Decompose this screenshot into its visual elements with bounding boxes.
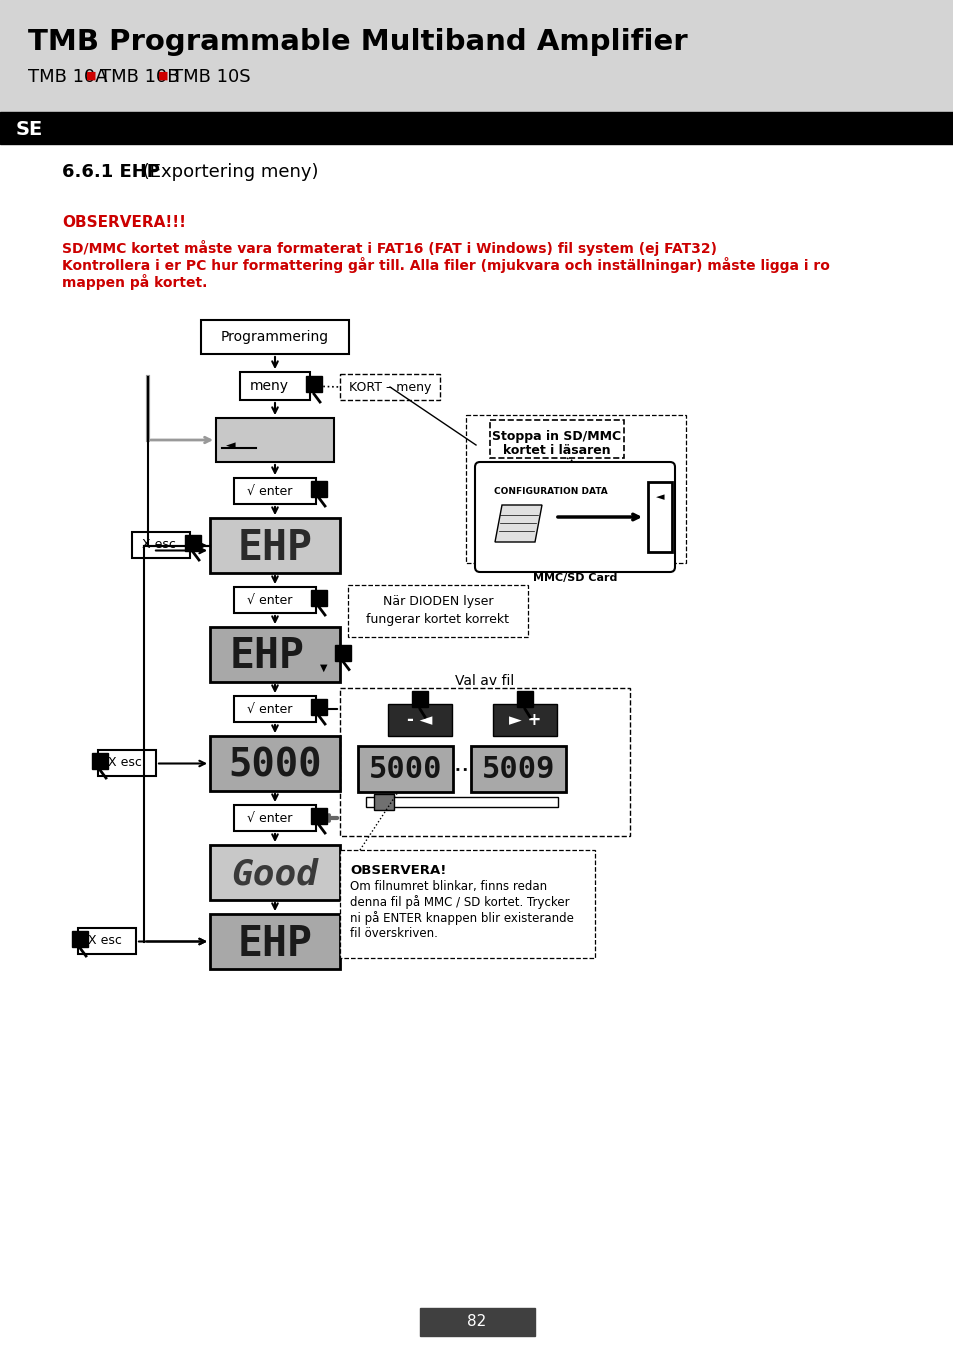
- Text: MMC/SD Card: MMC/SD Card: [533, 572, 617, 583]
- Text: EHP: EHP: [230, 636, 304, 678]
- Text: 5000: 5000: [369, 755, 442, 783]
- Text: √ enter: √ enter: [247, 485, 293, 498]
- Text: 5000: 5000: [228, 747, 321, 784]
- Text: TMB Programmable Multiband Amplifier: TMB Programmable Multiband Amplifier: [28, 28, 687, 55]
- Text: CONFIGURATION DATA: CONFIGURATION DATA: [494, 487, 607, 495]
- Text: TMB 10A: TMB 10A: [28, 68, 108, 86]
- Bar: [339, 688, 629, 836]
- FancyBboxPatch shape: [475, 462, 675, 572]
- Bar: [490, 420, 623, 458]
- Polygon shape: [495, 505, 541, 541]
- Bar: [0, 0, 953, 112]
- Text: EHP: EHP: [237, 526, 313, 568]
- Text: OBSERVERA!: OBSERVERA!: [350, 864, 446, 878]
- Bar: [465, 414, 685, 563]
- Bar: [0, 112, 953, 144]
- Text: X esc: X esc: [108, 756, 142, 770]
- Text: 5009: 5009: [481, 755, 555, 783]
- Text: √ enter: √ enter: [247, 811, 293, 825]
- Text: fungerar kortet korrekt: fungerar kortet korrekt: [366, 613, 509, 626]
- Text: - ◄: - ◄: [407, 711, 433, 729]
- Bar: [210, 845, 339, 900]
- Bar: [233, 697, 315, 722]
- Text: kortet i läsaren: kortet i läsaren: [502, 444, 610, 458]
- Text: Good: Good: [232, 857, 318, 891]
- Bar: [374, 794, 394, 810]
- Bar: [419, 1308, 535, 1336]
- Bar: [240, 373, 310, 400]
- Text: √ enter: √ enter: [247, 702, 293, 716]
- Text: meny: meny: [250, 379, 288, 393]
- Text: 6.6.1 EHP: 6.6.1 EHP: [62, 163, 160, 181]
- Text: ■: ■: [158, 72, 169, 81]
- Bar: [215, 418, 334, 462]
- Bar: [210, 914, 339, 969]
- Text: X esc: X esc: [142, 539, 175, 552]
- Text: Om filnumret blinkar, finns redan
denna fil på MMC / SD kortet. Trycker
ni på EN: Om filnumret blinkar, finns redan denna …: [350, 880, 574, 941]
- Text: ◄: ◄: [655, 491, 663, 502]
- Text: ▼: ▼: [320, 663, 328, 674]
- Bar: [210, 736, 339, 791]
- Text: OBSERVERA!!!: OBSERVERA!!!: [62, 215, 186, 230]
- Bar: [233, 478, 315, 504]
- Text: ► +: ► +: [508, 711, 540, 729]
- Text: Programmering: Programmering: [221, 329, 329, 344]
- Bar: [339, 374, 439, 400]
- Text: När DIODEN lyser: När DIODEN lyser: [382, 595, 493, 609]
- Text: mappen på kortet.: mappen på kortet.: [62, 274, 207, 290]
- Text: Kontrollera i er PC hur formattering går till. Alla filer (mjukvara och inställn: Kontrollera i er PC hur formattering går…: [62, 256, 829, 273]
- Bar: [201, 320, 349, 354]
- Text: Val av fil: Val av fil: [455, 674, 514, 688]
- Bar: [339, 850, 595, 958]
- Text: ■: ■: [86, 72, 96, 81]
- Bar: [233, 587, 315, 613]
- Text: 82: 82: [467, 1315, 486, 1330]
- Text: ◄: ◄: [226, 439, 235, 452]
- Text: EHP: EHP: [237, 922, 313, 964]
- Bar: [647, 482, 671, 552]
- Bar: [210, 518, 339, 572]
- Text: X esc: X esc: [88, 934, 122, 948]
- Bar: [348, 585, 527, 637]
- Bar: [388, 703, 452, 736]
- Text: SD/MMC kortet måste vara formaterat i FAT16 (FAT i Windows) fil system (ej FAT32: SD/MMC kortet måste vara formaterat i FA…: [62, 240, 717, 256]
- Text: KORT – meny: KORT – meny: [349, 381, 431, 393]
- Text: Stoppa in SD/MMC: Stoppa in SD/MMC: [492, 431, 621, 443]
- Text: √ enter: √ enter: [247, 594, 293, 606]
- Bar: [493, 703, 557, 736]
- Bar: [78, 927, 136, 954]
- Text: SE: SE: [16, 120, 43, 139]
- Bar: [357, 747, 453, 792]
- Text: TMB 10S: TMB 10S: [172, 68, 251, 86]
- Bar: [132, 532, 190, 558]
- Text: TMB 10B: TMB 10B: [100, 68, 179, 86]
- Bar: [471, 747, 565, 792]
- Text: (Exportering meny): (Exportering meny): [137, 163, 318, 181]
- Bar: [366, 796, 558, 807]
- Bar: [98, 751, 156, 776]
- Bar: [233, 805, 315, 832]
- Bar: [210, 626, 339, 682]
